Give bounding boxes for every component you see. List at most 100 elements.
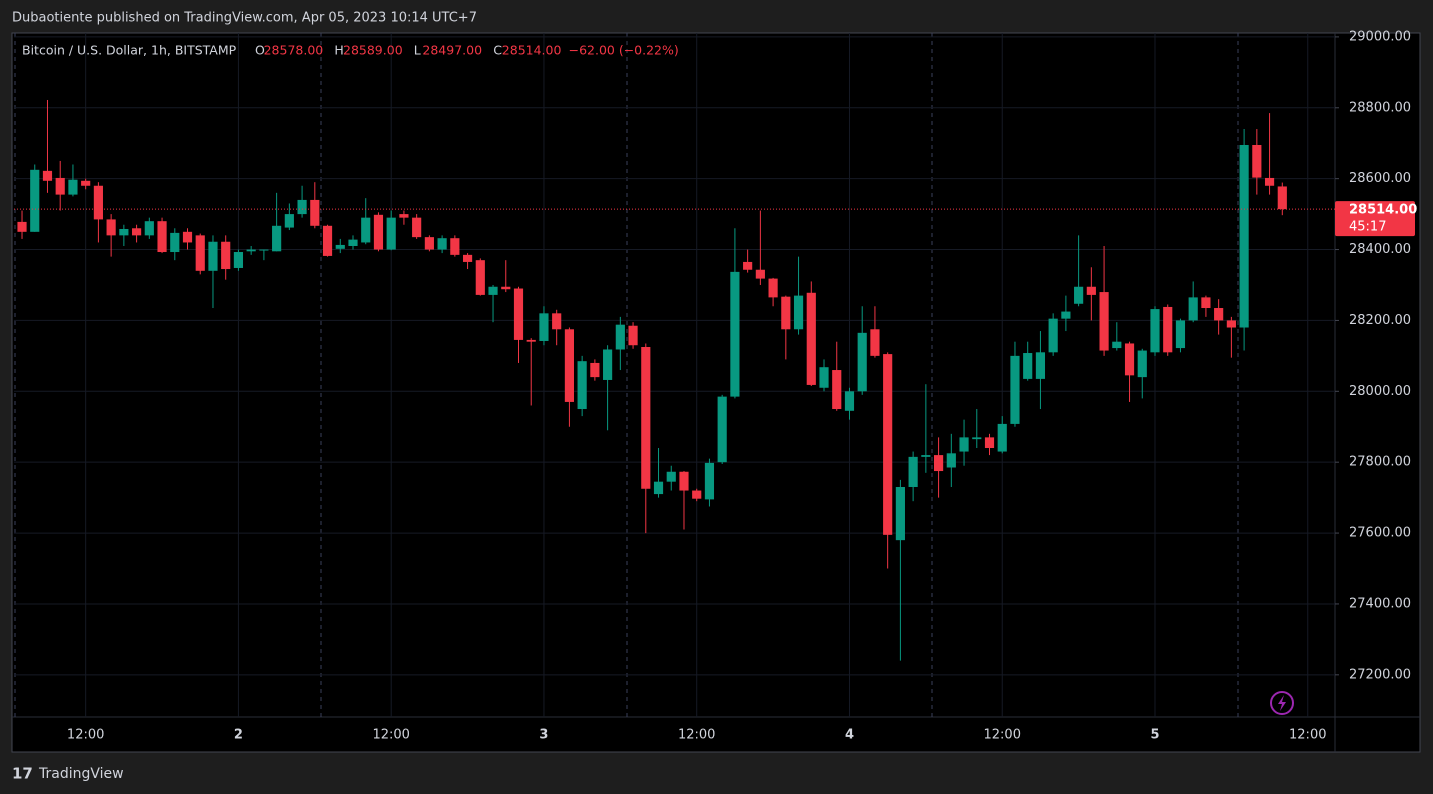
candle-body [1239, 144, 1249, 328]
x-tick-label: 2 [234, 728, 243, 743]
grid [14, 33, 1335, 717]
candle-body [870, 329, 880, 356]
candle-body [590, 362, 600, 378]
candle-body [1099, 292, 1109, 351]
legend-key: O [255, 43, 265, 58]
x-tick-label: 12:00 [67, 728, 104, 743]
candle-body [743, 261, 753, 270]
candle-body [221, 241, 231, 270]
candle-body [1124, 343, 1135, 376]
candle-body [526, 339, 536, 342]
candle-body [1264, 177, 1275, 186]
candle-body [857, 332, 867, 392]
candle-body [297, 199, 307, 215]
candle-body [284, 214, 294, 228]
candle-body [946, 453, 956, 468]
symbol-title: Bitcoin / U.S. Dollar, 1h, BITSTAMP [22, 43, 237, 58]
x-tick-label: 12:00 [372, 728, 409, 743]
candle-body [412, 217, 422, 238]
candle-body [30, 169, 40, 232]
candle-body [1061, 311, 1071, 319]
candle-body [1010, 355, 1020, 424]
candle-body [603, 349, 613, 380]
candle-body [832, 370, 842, 410]
price-tag [1335, 201, 1415, 237]
y-tick-label: 27400.00 [1349, 596, 1411, 611]
candles [17, 99, 1287, 661]
candle-body [1252, 144, 1262, 178]
candle-body [653, 481, 664, 495]
y-tick-label: 29000.00 [1349, 29, 1411, 44]
y-tick-label: 27600.00 [1349, 526, 1411, 541]
legend-change: −62.00 (−0.22%) [569, 43, 679, 58]
y-tick-label: 28000.00 [1349, 384, 1411, 399]
candle-body [819, 367, 829, 388]
candle-body [539, 313, 549, 341]
candle-body [399, 214, 409, 218]
x-tick-label: 3 [539, 728, 548, 743]
candle-body [806, 292, 816, 385]
x-tick-label: 5 [1150, 728, 1159, 743]
candle-body [1023, 353, 1033, 379]
candle-body [144, 221, 154, 236]
candle-body [692, 490, 702, 499]
candle-body [195, 235, 205, 271]
candle-body [361, 217, 371, 243]
candle-body [450, 238, 460, 255]
candle-body [1086, 286, 1096, 295]
x-tick-label: 12:00 [1289, 728, 1326, 743]
candle-body [17, 221, 27, 232]
candle-body [883, 354, 893, 535]
candle-body [615, 324, 625, 350]
candle-body [272, 225, 282, 252]
price-tag-countdown: 45:17 [1349, 220, 1386, 235]
candle-body [768, 278, 778, 298]
candle-body [310, 199, 320, 226]
candle-body [1226, 320, 1236, 328]
candle-body [1163, 306, 1173, 353]
y-tick-label: 28200.00 [1349, 313, 1411, 328]
alert-bolt[interactable] [1278, 695, 1286, 711]
candle-body [42, 170, 53, 181]
session-breaks [14, 33, 1239, 717]
legend-value: 28514.00 [502, 43, 562, 58]
publisher: Dubaotiente published on TradingView.com… [12, 11, 477, 26]
alert-icon[interactable] [1270, 691, 1294, 715]
legend-value: 28497.00 [422, 43, 482, 58]
candle-body [55, 177, 65, 195]
candle-body [1188, 297, 1198, 321]
candle-body [1137, 350, 1147, 378]
candle-body [577, 361, 587, 410]
alert-circle[interactable] [1270, 691, 1294, 715]
candle-body [793, 295, 804, 330]
candle-body [259, 249, 269, 251]
candle-body [501, 286, 511, 290]
candle-body [959, 437, 969, 452]
candle-body [348, 239, 358, 246]
candle-body [475, 260, 485, 295]
y-tick-label: 27800.00 [1349, 455, 1411, 470]
candle-body [844, 391, 855, 411]
candle-body [679, 471, 689, 491]
candle-body [424, 237, 434, 250]
x-tick-label: 12:00 [984, 728, 1021, 743]
candle-body [781, 296, 791, 330]
candle-body [81, 180, 91, 186]
candle-body [246, 249, 256, 252]
candle-body [984, 437, 995, 449]
candle-body [513, 288, 524, 340]
price-tag-label: 28514.00 [1349, 203, 1417, 218]
candle-body [119, 228, 129, 236]
y-tick-label: 28600.00 [1349, 171, 1411, 186]
x-tick-label: 4 [845, 728, 854, 743]
candle-body [895, 486, 905, 541]
y-tick-label: 28800.00 [1349, 100, 1411, 115]
candle-body [1175, 320, 1186, 349]
candle-body [908, 456, 918, 487]
logo: 17 TradingView [12, 765, 124, 783]
x-tick-label: 12:00 [678, 728, 715, 743]
candle-body [628, 325, 638, 346]
candle-body [322, 225, 333, 256]
candle-body [386, 217, 396, 250]
